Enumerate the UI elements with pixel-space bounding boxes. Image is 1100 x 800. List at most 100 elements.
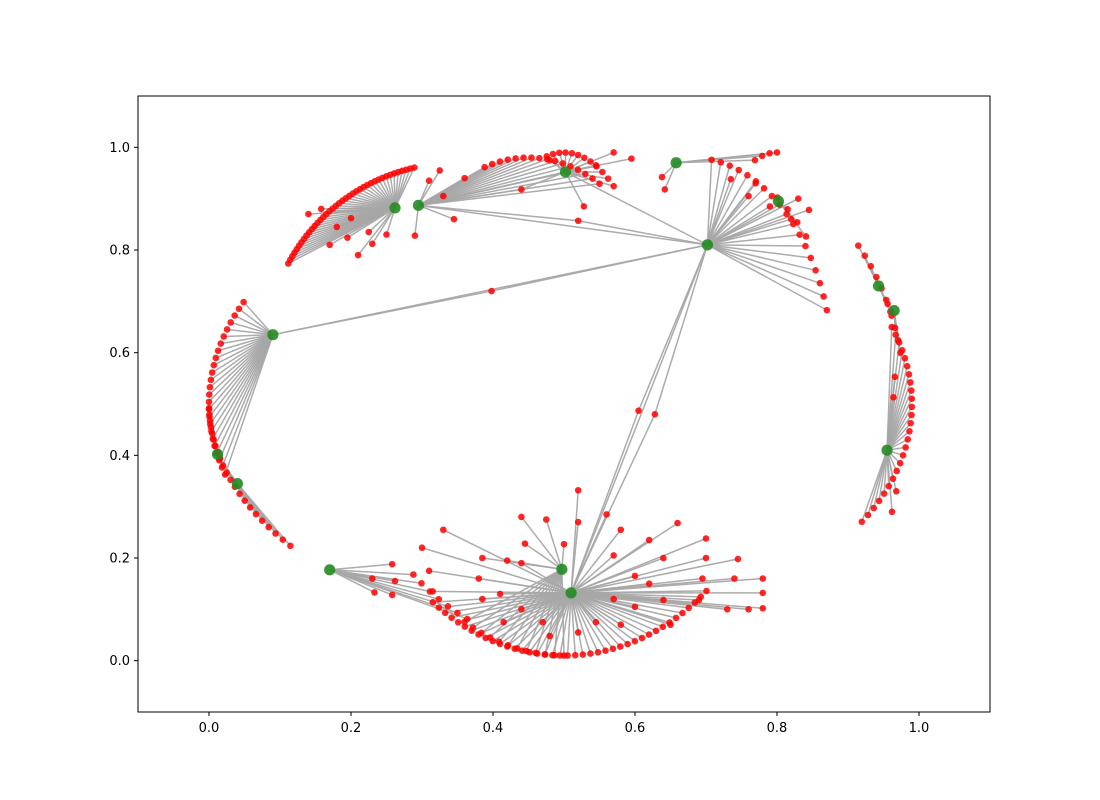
edge — [886, 450, 898, 492]
leaf-node — [617, 621, 625, 629]
hub-node — [888, 304, 900, 317]
leaf-node — [759, 575, 767, 582]
leaf-node — [223, 326, 231, 333]
leaf-node — [802, 242, 809, 250]
leaf-node — [518, 647, 526, 654]
leaf-node — [908, 387, 915, 394]
leaf-node — [258, 517, 266, 524]
leaf-node — [475, 631, 482, 638]
edge — [549, 592, 572, 637]
edge — [329, 569, 414, 576]
edge — [676, 159, 755, 164]
leaf-node — [592, 162, 600, 169]
leaf-node — [461, 174, 468, 182]
x-tick-label: 0.4 — [483, 721, 504, 736]
leaf-node — [236, 490, 243, 498]
edge — [208, 334, 274, 418]
leaf-node — [246, 504, 254, 511]
edge — [238, 308, 274, 336]
leaf-node — [496, 590, 504, 598]
hub-node — [267, 329, 279, 341]
leaf-node — [724, 606, 731, 613]
leaf-node — [481, 163, 488, 171]
leaf-node — [546, 156, 554, 164]
leaf-node — [667, 621, 674, 629]
hub-edge — [418, 204, 708, 246]
leaf-node — [631, 572, 639, 580]
x-tick-label: 0.8 — [767, 721, 788, 736]
edge — [209, 334, 274, 425]
edge — [218, 334, 274, 461]
leaf-node — [371, 589, 378, 596]
leaf-node — [867, 262, 875, 270]
edge — [507, 559, 562, 571]
leaf-node — [369, 575, 376, 582]
y-axis: 0.0 0.2 0.4 0.6 0.8 1.0 — [109, 141, 138, 669]
edge — [445, 592, 572, 614]
leaf-node — [581, 154, 588, 162]
leaf-node — [503, 557, 511, 564]
edge — [224, 334, 274, 475]
leaf-node — [624, 640, 631, 648]
leaf-node — [521, 540, 529, 547]
edge — [417, 170, 441, 206]
leaf-node — [549, 150, 557, 158]
leaf-node — [875, 497, 883, 505]
leaf-node — [784, 205, 791, 213]
leaf-node — [265, 523, 272, 531]
leaf-node — [752, 179, 759, 187]
leaf-node — [479, 554, 486, 562]
edge — [883, 450, 888, 494]
leaf-node — [279, 536, 287, 544]
leaf-node — [695, 596, 703, 604]
leaf-node — [854, 242, 862, 249]
y-tick-label: 0.6 — [109, 346, 130, 361]
leaf-node — [735, 166, 743, 174]
edge-layer — [208, 151, 913, 656]
leaf-node — [816, 279, 824, 287]
bridge-edge — [637, 244, 709, 411]
bridge-edge — [272, 290, 492, 336]
edge — [457, 592, 572, 624]
leaf-node — [727, 175, 735, 183]
leaf-node — [635, 407, 642, 414]
leaf-node — [908, 411, 915, 419]
leaf-node — [518, 513, 525, 521]
leaf-node — [796, 231, 803, 239]
leaf-node — [435, 604, 443, 611]
leaf-node — [807, 254, 815, 262]
leaf-node — [604, 175, 612, 182]
hub-edge — [570, 244, 709, 594]
leaf-node — [206, 383, 214, 391]
leaf-node — [896, 459, 904, 467]
leaf-node — [425, 567, 433, 575]
edge — [706, 162, 722, 245]
edge — [521, 592, 572, 652]
leaf-node — [702, 535, 710, 542]
leaf-node — [759, 605, 767, 612]
leaf-node — [802, 233, 810, 240]
leaf-node — [205, 391, 213, 398]
leaf-node — [252, 510, 260, 518]
leaf-node — [864, 511, 872, 519]
hub-edge — [565, 171, 708, 246]
leaf-node — [734, 555, 742, 563]
leaf-node — [546, 632, 554, 640]
leaf-node — [429, 598, 437, 606]
edge — [500, 592, 572, 595]
leaf-node — [556, 652, 564, 659]
edge — [545, 519, 563, 570]
leaf-node — [482, 634, 489, 642]
leaf-node — [461, 618, 468, 626]
edge — [542, 592, 572, 623]
bridge-edge — [570, 413, 656, 594]
edge — [485, 592, 572, 639]
leaf-node — [333, 223, 341, 231]
edge — [707, 223, 794, 246]
edge — [329, 563, 393, 571]
leaf-node — [560, 540, 568, 548]
edge — [570, 558, 739, 594]
leaf-node — [461, 623, 469, 630]
y-tick-label: 0.8 — [109, 244, 130, 259]
